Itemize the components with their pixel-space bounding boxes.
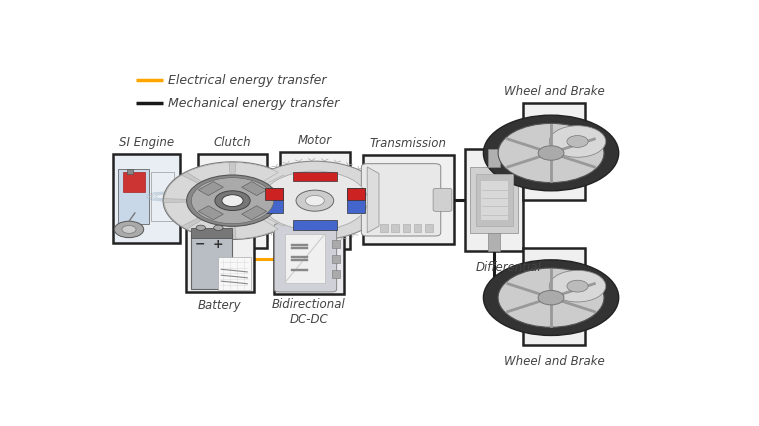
Bar [285,234,325,283]
Circle shape [483,116,619,191]
Bar [363,156,454,245]
Bar [380,224,388,232]
Circle shape [567,136,588,148]
Bar [191,235,232,289]
Circle shape [191,178,274,224]
Circle shape [538,291,564,305]
Bar [112,155,180,243]
Circle shape [196,226,206,231]
Text: Battery: Battery [198,298,241,311]
Bar [291,256,308,259]
Bar [414,224,421,232]
Bar [292,221,337,230]
Text: Differential: Differential [476,260,542,273]
Circle shape [122,226,136,234]
Bar [291,270,308,271]
Bar [402,224,410,232]
Bar [332,255,340,263]
Circle shape [538,147,564,161]
Bar [291,260,308,262]
Bar [191,229,232,239]
Bar [470,167,518,233]
Circle shape [244,162,386,241]
Wedge shape [235,163,279,183]
Circle shape [187,176,279,227]
Bar [241,182,266,196]
Circle shape [115,222,143,238]
Wedge shape [187,163,230,183]
Bar [347,189,365,214]
Bar [265,189,282,214]
Wedge shape [165,202,200,227]
Bar [198,182,223,196]
Bar [392,224,399,232]
Bar [280,153,350,250]
Polygon shape [367,167,379,233]
Bar [476,174,512,227]
Bar [198,155,267,248]
Wedge shape [266,202,301,227]
Text: Bidirectional
DC-DC: Bidirectional DC-DC [272,297,346,325]
Circle shape [305,196,324,207]
Bar [292,173,337,181]
Text: Electrical energy transfer: Electrical energy transfer [168,74,327,87]
Wedge shape [266,176,301,200]
Bar [128,169,133,174]
Circle shape [262,172,368,231]
Text: SI Engine: SI Engine [118,135,174,149]
Bar [347,189,365,201]
Bar [123,173,146,192]
Bar [241,206,266,220]
Text: Clutch: Clutch [214,135,251,149]
Circle shape [163,162,302,240]
Bar [332,240,340,249]
Circle shape [498,268,604,328]
FancyBboxPatch shape [433,189,452,212]
Text: +: + [213,237,224,250]
Text: Wheel and Brake: Wheel and Brake [504,85,604,98]
FancyBboxPatch shape [361,164,441,236]
Circle shape [567,281,588,292]
Bar [488,150,500,167]
Bar [425,224,433,232]
Circle shape [550,271,606,302]
FancyBboxPatch shape [274,224,337,292]
Text: Wheel and Brake: Wheel and Brake [504,354,604,367]
Wedge shape [187,220,230,239]
Bar [291,244,308,246]
Text: −: − [194,237,205,250]
Wedge shape [165,176,200,200]
Bar [523,248,585,345]
Circle shape [222,195,243,207]
Bar [198,206,223,220]
Text: Motor: Motor [298,134,332,147]
Text: Mechanical energy transfer: Mechanical energy transfer [168,97,340,110]
Bar [151,173,175,222]
Bar [332,270,340,278]
Circle shape [483,260,619,336]
Circle shape [214,226,223,231]
Bar [265,189,282,201]
Bar [118,169,149,225]
Circle shape [296,191,334,212]
Circle shape [498,124,604,183]
Bar [274,219,344,294]
Bar [480,181,509,220]
Text: Transmission: Transmission [370,137,446,150]
Bar [186,220,254,292]
Bar [465,150,523,251]
Circle shape [215,191,250,211]
Bar [488,233,500,251]
Bar [291,247,308,249]
Circle shape [550,127,606,158]
Bar [219,258,250,291]
Wedge shape [235,220,279,239]
Bar [523,104,585,200]
